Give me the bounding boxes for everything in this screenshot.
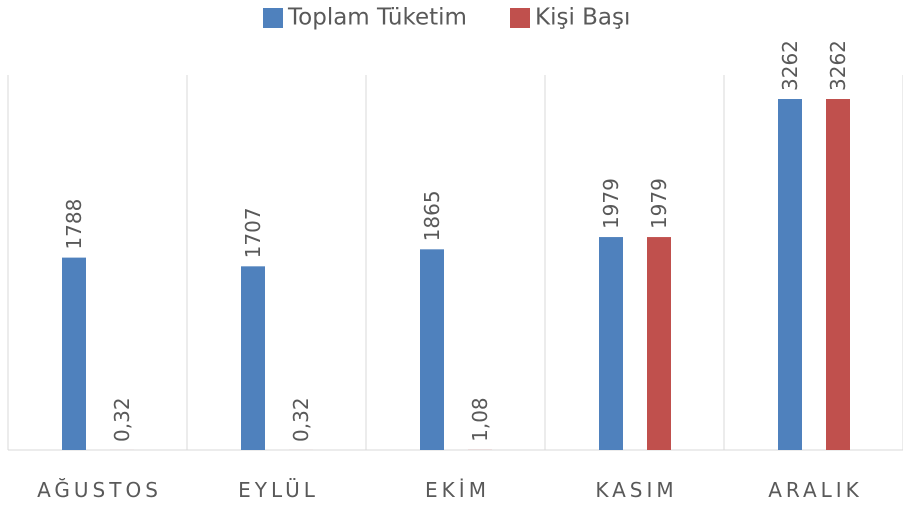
data-label: 1788 [62,199,86,250]
x-tick-label: KASIM [595,478,677,502]
data-label: 1979 [647,178,671,229]
data-label: 1865 [420,190,444,241]
bar [62,257,86,450]
data-label: 1979 [599,178,623,229]
data-label: 0,32 [289,397,313,442]
x-tick-label: AĞUSTOS [37,478,162,502]
bar [826,99,850,451]
x-tick-label: ARALIK [768,478,863,502]
bar [778,99,802,451]
data-label: 0,32 [110,397,134,442]
bar [420,249,444,450]
data-label: 3262 [826,40,850,91]
x-tick-label: EKİM [425,478,490,502]
data-label: 1,08 [468,397,492,442]
data-label: 3262 [778,40,802,91]
legend-swatch [510,8,530,28]
legend-label: Kişi Başı [535,5,630,31]
bar [599,237,623,450]
legend-swatch [263,8,283,28]
bar [241,266,265,450]
legend-label: Toplam Tüketim [287,5,467,31]
bar [647,237,671,450]
x-tick-label: EYLÜL [238,478,319,502]
data-label: 1707 [241,207,265,258]
